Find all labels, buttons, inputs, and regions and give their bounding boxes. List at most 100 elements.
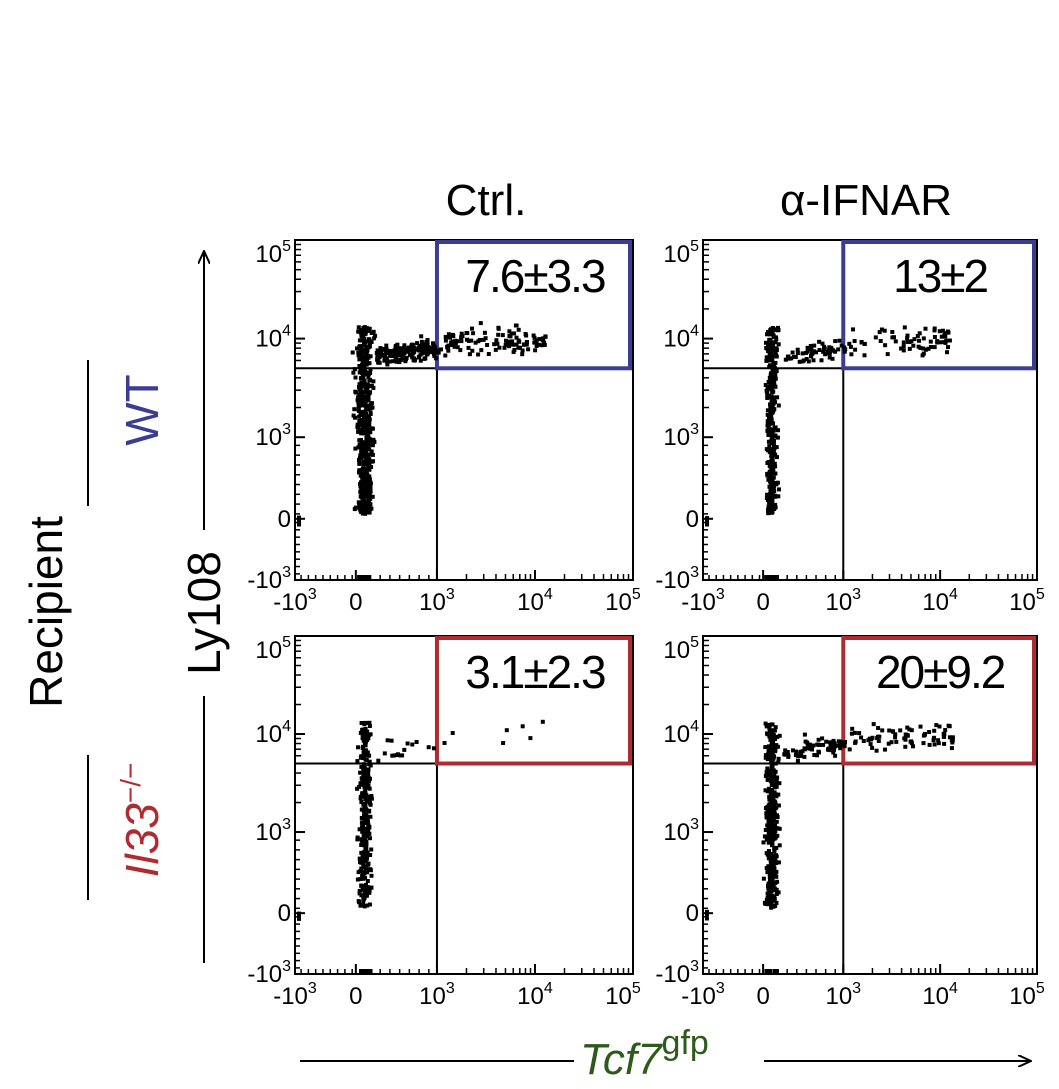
- event-dot: [893, 732, 898, 737]
- event-dot: [938, 340, 943, 345]
- event-dot: [423, 342, 427, 347]
- event-dot: [424, 340, 429, 344]
- event-dot: [923, 731, 927, 736]
- event-dot: [829, 748, 834, 753]
- event-dot: [356, 395, 361, 400]
- event-dot: [425, 352, 430, 357]
- event-dot: [766, 840, 771, 845]
- event-dot: [767, 429, 772, 434]
- event-dot: [765, 391, 770, 396]
- event-dot: [362, 336, 367, 341]
- event-dot: [764, 866, 769, 870]
- y-tick-label: 104: [255, 718, 291, 748]
- event-dot: [367, 888, 372, 893]
- event-dot: [367, 969, 371, 973]
- event-dot: [366, 510, 371, 515]
- event-dot: [767, 375, 772, 380]
- event-dot: [520, 348, 525, 353]
- event-dot: [776, 792, 781, 797]
- panel-2: -103 0 103 104 105 -103 0 103 104 105 13±2: [655, 238, 1044, 616]
- event-dot: [360, 824, 365, 829]
- event-dot: [768, 774, 773, 779]
- event-dot: [455, 345, 460, 350]
- event-dot: [892, 335, 896, 340]
- event-dot: [389, 738, 394, 743]
- event-dot: [918, 724, 923, 729]
- event-dot: [769, 794, 774, 799]
- event-dot: [764, 388, 769, 393]
- event-dot: [533, 348, 538, 353]
- event-dot: [812, 343, 817, 348]
- event-dot: [364, 370, 369, 375]
- event-dot: [364, 339, 369, 344]
- event-dot: [769, 902, 774, 907]
- event-dot: [419, 346, 424, 351]
- event-dot: [357, 414, 362, 419]
- event-dot: [368, 482, 372, 487]
- event-dot: [431, 746, 436, 751]
- event-dot: [768, 502, 773, 507]
- event-dot: [772, 383, 777, 388]
- event-dot: [761, 876, 766, 881]
- event-dot: [773, 494, 778, 499]
- event-dot: [365, 492, 369, 497]
- event-dot: [932, 742, 937, 747]
- event-dot: [373, 333, 378, 338]
- event-dot: [945, 329, 950, 334]
- event-dot: [830, 356, 835, 361]
- event-dot: [363, 891, 368, 896]
- event-dot: [470, 326, 474, 331]
- event-dot: [359, 442, 364, 447]
- event-dot: [514, 342, 519, 347]
- event-dot: [431, 350, 436, 355]
- event-dot: [767, 349, 772, 354]
- event-dot: [358, 419, 363, 423]
- event-dot: [357, 383, 362, 388]
- event-dot: [361, 897, 366, 902]
- event-dot: [358, 869, 363, 873]
- event-dot: [942, 734, 947, 739]
- event-dot: [396, 347, 401, 352]
- event-dot: [790, 350, 795, 355]
- event-dot: [363, 726, 368, 731]
- event-dot: [776, 328, 781, 332]
- event-dot: [432, 346, 437, 351]
- event-dot: [905, 333, 910, 338]
- event-dot: [769, 759, 774, 764]
- event-dot: [361, 379, 366, 384]
- event-dot: [880, 728, 885, 733]
- event-dot: [777, 733, 782, 738]
- event-dot: [411, 350, 415, 355]
- event-dot: [874, 748, 879, 753]
- event-dot: [415, 347, 420, 352]
- event-dot: [775, 826, 780, 831]
- event-dot: [838, 746, 843, 751]
- event-dot: [795, 347, 800, 352]
- event-dot: [763, 828, 768, 832]
- event-dot: [357, 357, 362, 362]
- event-dot: [950, 735, 955, 740]
- x-tick-label: 103: [825, 980, 861, 1010]
- event-dot: [514, 335, 519, 340]
- event-dot: [833, 339, 838, 344]
- event-dot: [705, 916, 709, 921]
- event-dot: [359, 376, 364, 380]
- event-dot: [376, 350, 381, 354]
- event-dot: [770, 843, 774, 848]
- event-dot: [766, 498, 770, 503]
- event-dot: [405, 741, 410, 746]
- event-dot: [770, 348, 775, 353]
- event-dot: [360, 781, 365, 786]
- event-dot: [359, 816, 364, 820]
- event-dot: [945, 350, 949, 355]
- event-dot: [432, 354, 437, 359]
- event-dot: [768, 332, 773, 337]
- event-dot: [359, 837, 364, 842]
- event-dot: [351, 413, 356, 418]
- event-dot: [769, 782, 774, 787]
- event-dot: [366, 446, 371, 451]
- event-dot: [768, 409, 773, 414]
- event-dot: [297, 515, 301, 520]
- event-dot: [932, 728, 937, 733]
